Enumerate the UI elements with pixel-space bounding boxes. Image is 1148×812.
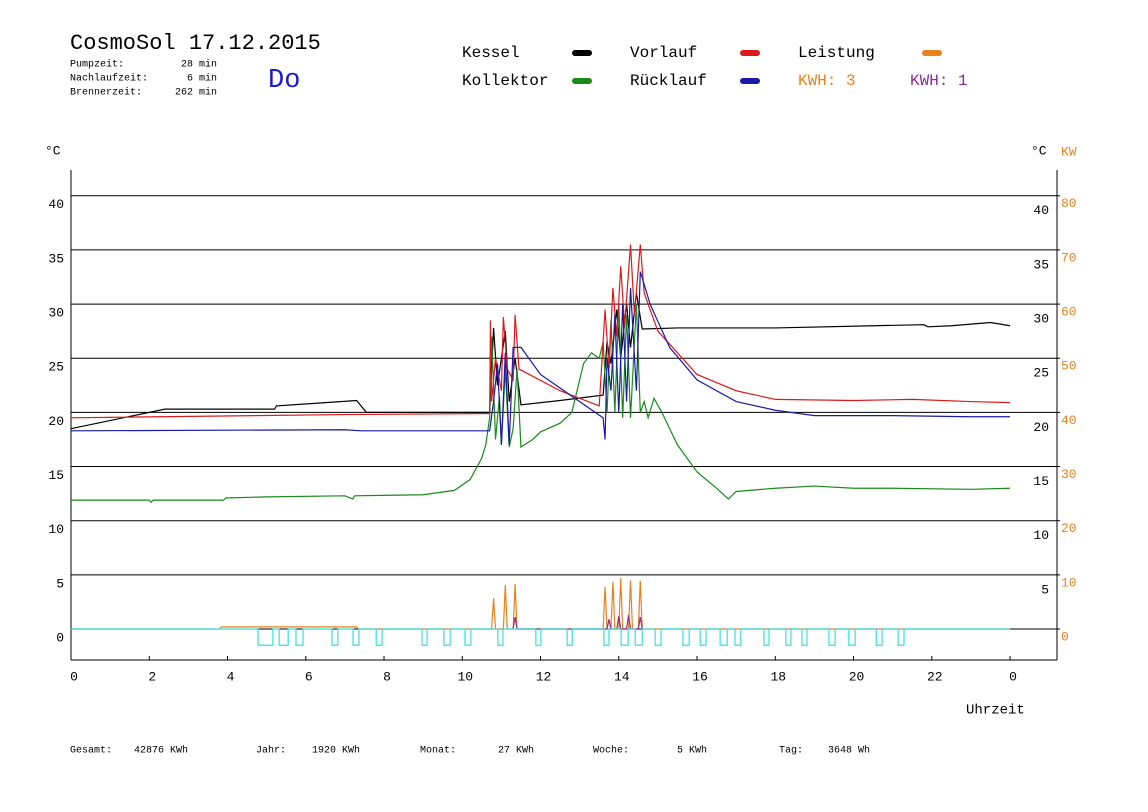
weekday: Do — [268, 66, 300, 96]
y-tick-label-right: 25 — [1033, 366, 1049, 381]
stat-value: 262 min — [175, 87, 217, 99]
y2-tick-label: 50 — [1061, 359, 1077, 374]
axes — [70, 170, 1058, 661]
y-tick-label: 0 — [56, 630, 64, 645]
x-tick-label: 16 — [692, 669, 708, 684]
series-line — [71, 578, 1011, 630]
y-tick-label: 20 — [48, 414, 64, 429]
x-tick-label: 0 — [70, 669, 78, 684]
y2-tick-label: 70 — [1061, 250, 1077, 265]
y-tick-label: 30 — [48, 306, 64, 321]
kwh-label: KWH: 3 — [798, 72, 856, 90]
x-tick-label: 8 — [383, 669, 391, 684]
footer-value: 42876 KWh — [134, 745, 188, 757]
x-tick-label: 18 — [770, 669, 786, 684]
x-tick-label: 22 — [927, 669, 943, 684]
y-tick-label-right: 30 — [1033, 312, 1049, 327]
y-tick-label: 40 — [48, 197, 64, 212]
legend-label: Kollektor — [462, 72, 548, 90]
y-tick-label-right: 5 — [1041, 582, 1049, 597]
stat-label: Pumpzeit: — [70, 59, 124, 71]
y-tick-label-right: 10 — [1033, 528, 1049, 543]
x-tick-label: 2 — [148, 669, 156, 684]
y2-tick-label: 10 — [1061, 575, 1077, 590]
y-unit: °C — [45, 143, 61, 158]
stat-value: 28 min — [181, 59, 217, 71]
y-tick-label-right: 35 — [1033, 257, 1049, 272]
series-line — [70, 293, 1011, 430]
footer-value: 5 KWh — [677, 745, 707, 757]
x-tick-label: 6 — [305, 669, 313, 684]
series-line — [70, 271, 1011, 445]
stat-label: Nachlaufzeit: — [70, 73, 148, 85]
chart-title: CosmoSol 17.12.2015 — [70, 31, 321, 56]
y2-tick-label: 0 — [1061, 629, 1069, 644]
y2-tick-label: 60 — [1061, 305, 1077, 320]
y-tick-label-right: 20 — [1033, 420, 1049, 435]
x-tick-label: 0 — [1009, 669, 1017, 684]
y-unit-right: °C — [1031, 143, 1047, 158]
x-tick-label: 10 — [457, 669, 473, 684]
y-tick-label: 35 — [48, 251, 64, 266]
y2-tick-label: 80 — [1061, 196, 1077, 211]
y2-unit: KW — [1061, 144, 1077, 159]
y-tick-label-right: 15 — [1033, 474, 1049, 489]
x-tick-label: 14 — [614, 669, 630, 684]
y-tick-label-right: 40 — [1033, 203, 1049, 218]
x-axis-label: Uhrzeit — [966, 703, 1025, 719]
footer-label: Jahr: — [256, 745, 286, 757]
legend-label: Vorlauf — [630, 44, 697, 62]
y2-tick-label: 20 — [1061, 521, 1077, 536]
y2-tick-label: 40 — [1061, 413, 1077, 428]
x-tick-label: 12 — [536, 669, 552, 684]
stat-label: Brennerzeit: — [70, 87, 142, 99]
stat-value: 6 min — [187, 73, 217, 85]
legend-label: Kessel — [462, 44, 520, 62]
kwh-label: KWH: 1 — [910, 72, 968, 90]
x-tick-label: 4 — [227, 669, 235, 684]
footer-label: Tag: — [779, 746, 803, 757]
footer-value: 27 KWh — [498, 745, 534, 757]
footer-label: Gesamt: — [70, 746, 112, 757]
footer-value: 3648 Wh — [828, 745, 870, 757]
legend-label: Rücklauf — [630, 72, 707, 90]
footer-value: 1920 KWh — [312, 745, 360, 757]
y-tick-label: 5 — [56, 576, 64, 591]
y-tick-label: 15 — [48, 468, 64, 483]
y-tick-label: 10 — [48, 522, 64, 537]
series-line — [71, 628, 1011, 646]
footer-label: Woche: — [593, 745, 629, 757]
y-tick-label: 25 — [48, 360, 64, 375]
footer-label: Monat: — [420, 746, 456, 757]
y2-tick-label: 30 — [1061, 467, 1077, 482]
series-line — [71, 304, 1011, 504]
x-tick-label: 20 — [849, 669, 865, 684]
legend-label: Leistung — [798, 44, 875, 62]
